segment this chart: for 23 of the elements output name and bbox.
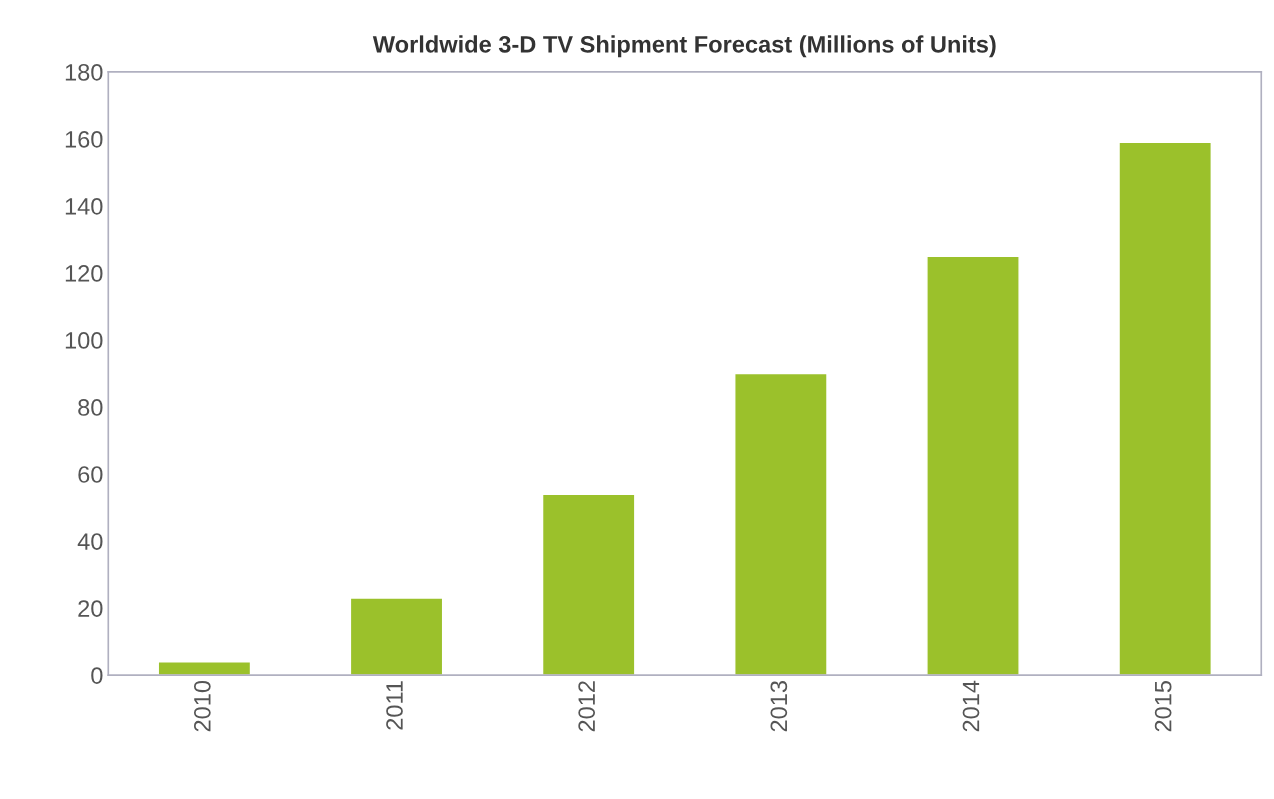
bar bbox=[926, 255, 1020, 676]
x-tick-label: 2010 bbox=[193, 680, 211, 732]
bar bbox=[734, 372, 828, 676]
y-tick-label: 40 bbox=[77, 533, 103, 550]
y-tick-label: 80 bbox=[78, 399, 103, 416]
y-tick-label: 160 bbox=[65, 131, 103, 148]
x-tick-label: 2013 bbox=[770, 681, 788, 732]
chart-title: Worldwide 3-D TV Shipment Forecast (Millions of Units) bbox=[372, 35, 996, 58]
y-tick-label: 0 bbox=[91, 667, 103, 684]
x-tick-label: 2011 bbox=[386, 681, 403, 730]
y-tick-label: 20 bbox=[78, 600, 103, 617]
x-tick-label: 2012 bbox=[578, 681, 596, 732]
x-tick-label: 2015 bbox=[1154, 681, 1172, 732]
x-tick-label: 2014 bbox=[962, 680, 980, 732]
y-tick-label: 60 bbox=[78, 466, 103, 483]
y-tick-label: 180 bbox=[65, 63, 103, 81]
y-tick-label: 120 bbox=[65, 265, 103, 282]
bar bbox=[157, 661, 252, 676]
y-tick-label: 100 bbox=[65, 332, 103, 349]
bar bbox=[349, 597, 444, 676]
y-tick-label: 140 bbox=[65, 198, 103, 215]
bar bbox=[541, 493, 636, 676]
bar bbox=[1118, 141, 1212, 676]
